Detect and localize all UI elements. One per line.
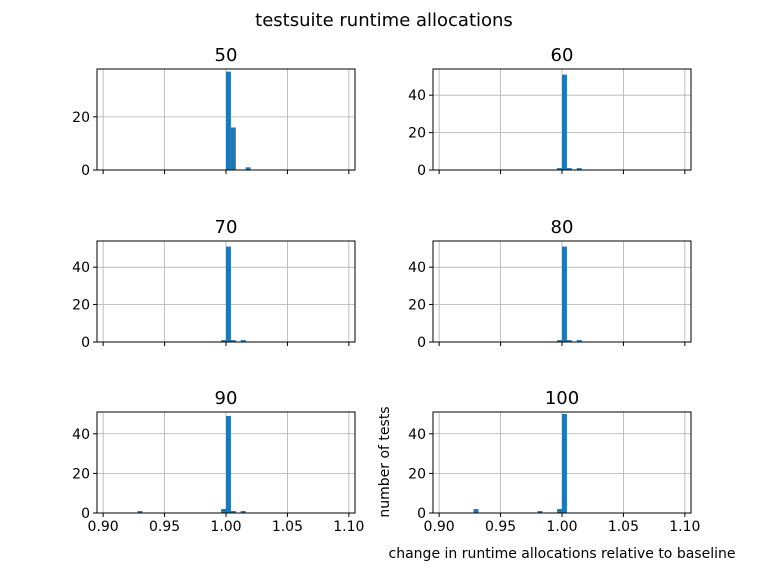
y-tick-label: 20 xyxy=(72,110,90,126)
x-tick-label: 1.05 xyxy=(608,519,639,535)
histogram-bar xyxy=(537,511,543,513)
x-tick-label: 0.95 xyxy=(485,519,516,535)
histogram-bar xyxy=(557,340,562,342)
histogram-bar xyxy=(240,340,246,342)
histogram-bar xyxy=(245,167,251,170)
subplot-title: 50 xyxy=(215,45,238,66)
subplot-title: 60 xyxy=(551,45,574,66)
x-axis-label: change in runtime allocations relative t… xyxy=(389,546,736,562)
y-tick-label: 40 xyxy=(408,260,426,276)
subplot-title: 70 xyxy=(215,217,238,238)
histogram-bar xyxy=(240,511,246,513)
y-tick-label: 0 xyxy=(81,506,90,522)
x-tick-label: 1.05 xyxy=(272,519,303,535)
y-tick-label: 40 xyxy=(408,427,426,443)
subplot-100: 0.90 0.95 1.00 1.05 1.10 0 20 40 100 xyxy=(408,388,700,535)
histogram-bar xyxy=(137,511,143,513)
y-tick-label: 20 xyxy=(408,298,426,314)
histogram-bar xyxy=(230,511,236,513)
y-axis-label: number of tests xyxy=(377,406,393,517)
y-tick-label: 40 xyxy=(72,427,90,443)
histogram-bar xyxy=(557,509,562,513)
x-tick-label: 1.00 xyxy=(210,519,241,535)
x-tick-label: 0.90 xyxy=(88,519,119,535)
histogram-bar xyxy=(226,246,231,342)
subplot-title: 100 xyxy=(545,388,579,409)
subplot-70: 0 20 40 70 xyxy=(72,217,356,351)
subplot-50: 0 20 50 xyxy=(72,45,356,179)
x-tick-label: 1.00 xyxy=(546,519,577,535)
histogram-bar xyxy=(566,168,572,170)
y-tick-label: 0 xyxy=(417,506,426,522)
x-tick-label: 1.10 xyxy=(669,519,700,535)
y-tick-label: 40 xyxy=(408,88,426,104)
y-tick-label: 0 xyxy=(81,163,90,179)
histogram-bar xyxy=(576,340,582,342)
y-tick-label: 20 xyxy=(408,466,426,482)
subplot-80: 0 20 40 80 xyxy=(408,217,692,351)
histogram-bar xyxy=(226,415,231,513)
y-tick-label: 40 xyxy=(72,260,90,276)
histogram-bar xyxy=(576,168,582,170)
histogram-bar xyxy=(562,246,567,342)
subplot-title: 90 xyxy=(215,388,238,409)
y-tick-label: 20 xyxy=(72,298,90,314)
x-tick-label: 1.10 xyxy=(333,519,364,535)
y-tick-label: 20 xyxy=(72,466,90,482)
y-tick-label: 0 xyxy=(417,163,426,179)
figure-title: testsuite runtime allocations xyxy=(255,10,513,31)
x-tick-label: 0.95 xyxy=(149,519,180,535)
histogram-bar xyxy=(473,509,479,513)
subplot-title: 80 xyxy=(551,217,574,238)
y-tick-label: 0 xyxy=(81,335,90,351)
subplot-grid: 0 20 50 0 20 40 60 0 20 40 70 0 20 40 80 0.90 0.95 1.00 1.… xyxy=(72,45,700,535)
subplot-90: 0.90 0.95 1.00 1.05 1.10 0 20 40 90 xyxy=(72,388,364,535)
y-tick-label: 20 xyxy=(408,126,426,142)
histogram-bar xyxy=(557,168,562,170)
histogram-bar xyxy=(226,71,231,170)
x-tick-label: 0.90 xyxy=(424,519,455,535)
histogram-bar xyxy=(566,340,572,342)
histogram-bar xyxy=(221,340,226,342)
histogram-bar xyxy=(562,74,567,170)
y-tick-label: 0 xyxy=(417,335,426,351)
histogram-bar xyxy=(230,340,236,342)
subplot-60: 0 20 40 60 xyxy=(408,45,692,179)
histogram-bar xyxy=(562,413,567,513)
histogram-bar xyxy=(230,127,236,170)
histogram-bar xyxy=(221,509,226,513)
